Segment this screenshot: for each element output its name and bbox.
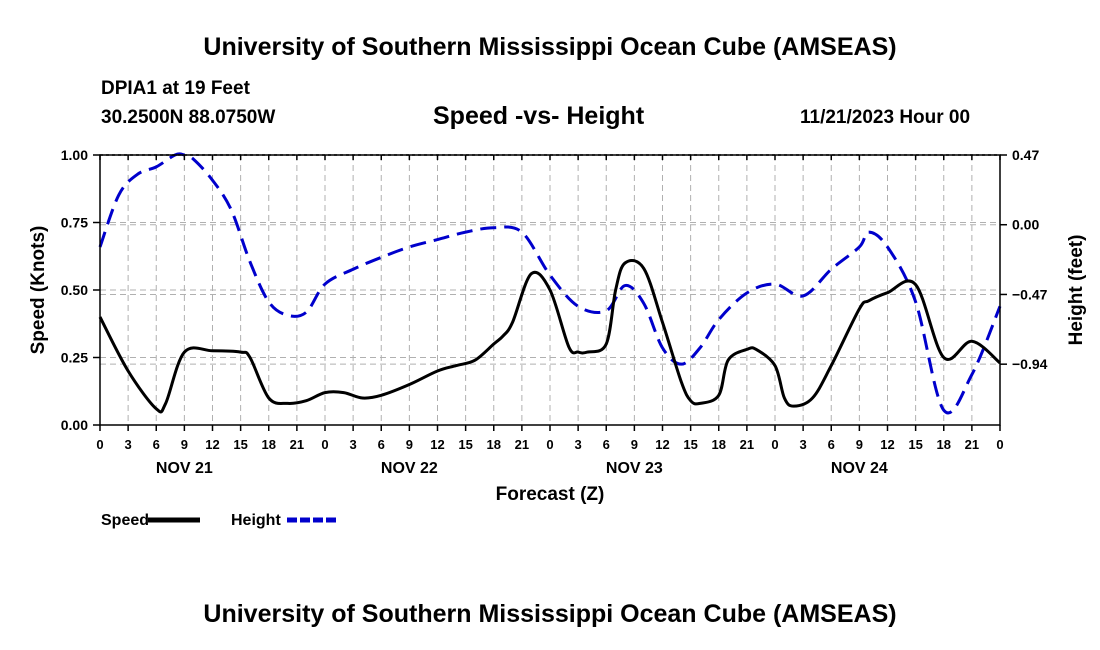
x-day-label: NOV 22 [381, 460, 438, 477]
y2-tick-label: −0.94 [1012, 356, 1048, 372]
x-tick-label: 15 [458, 437, 472, 452]
x-tick-label: 9 [181, 437, 188, 452]
x-tick-label: 18 [262, 437, 276, 452]
x-tick-label: 0 [771, 437, 778, 452]
coordinates-label: 30.2500N 88.0750W [101, 107, 276, 128]
x-tick-label: 21 [290, 437, 304, 452]
station-label: DPIA1 at 19 Feet [101, 78, 250, 99]
y2-tick-label: 0.00 [1012, 217, 1039, 233]
y-tick-label: 1.00 [61, 147, 88, 163]
x-tick-label: 6 [378, 437, 385, 452]
series-line-speed [98, 259, 1001, 414]
series-line-height [98, 152, 1002, 415]
x-tick-label: 12 [205, 437, 219, 452]
x-tick-label: 9 [856, 437, 863, 452]
x-tick-label: 21 [965, 437, 979, 452]
x-day-label: NOV 24 [831, 460, 888, 477]
x-tick-label: 15 [233, 437, 247, 452]
x-tick-label: 0 [321, 437, 328, 452]
x-axis-label: Forecast (Z) [496, 484, 605, 505]
x-tick-label: 18 [937, 437, 951, 452]
grid-lines [100, 154, 1000, 425]
x-tick-label: 15 [683, 437, 697, 452]
x-tick-label: 9 [631, 437, 638, 452]
x-tick-label: 0 [96, 437, 103, 452]
x-tick-label: 3 [125, 437, 132, 452]
x-tick-label: 0 [996, 437, 1003, 452]
x-tick-label: 3 [800, 437, 807, 452]
x-day-label: NOV 23 [606, 460, 663, 477]
y-axis-label: Speed (Knots) [28, 226, 49, 355]
series-lines [98, 152, 1002, 415]
x-tick-label: 12 [880, 437, 894, 452]
x-tick-label: 12 [655, 437, 669, 452]
x-tick-label: 18 [487, 437, 501, 452]
legend: Speed Height [101, 512, 339, 529]
y-tick-label: 0.25 [61, 350, 88, 366]
main-title: University of Southern Mississippi Ocean… [203, 33, 897, 61]
x-tick-label: 3 [575, 437, 582, 452]
x-day-label: NOV 21 [156, 460, 213, 477]
x-tick-label: 6 [603, 437, 610, 452]
y-axis-left: 0.00 0.25 0.50 0.75 1.00 [61, 147, 100, 433]
x-tick-label: 0 [546, 437, 553, 452]
y-tick-label: 0.75 [61, 215, 88, 231]
x-axis: 0 3 6 9 12 15 18 21 0 3 6 9 12 15 18 21 0 3 6 9 12 15 18 21 0 3 6 9… [96, 155, 1004, 477]
forecast-datetime: 11/21/2023 Hour 00 [800, 107, 971, 128]
y2-axis-label: Height (feet) [1066, 235, 1087, 346]
y-tick-label: 0.00 [61, 417, 88, 433]
x-tick-label: 6 [153, 437, 160, 452]
x-tick-label: 21 [740, 437, 754, 452]
x-tick-label: 3 [350, 437, 357, 452]
x-tick-label: 15 [908, 437, 922, 452]
x-tick-label: 6 [828, 437, 835, 452]
legend-label-speed: Speed [101, 512, 149, 529]
y-axis-right: 0.47 0.00 −0.47 −0.94 [1000, 147, 1048, 372]
x-tick-label: 18 [712, 437, 726, 452]
footer-title: University of Southern Mississippi Ocean… [203, 600, 897, 628]
chart-title: Speed -vs- Height [433, 102, 645, 130]
x-tick-label: 12 [430, 437, 444, 452]
x-tick-label: 21 [515, 437, 529, 452]
x-tick-label: 9 [406, 437, 413, 452]
y2-tick-label: −0.47 [1012, 286, 1048, 302]
legend-label-height: Height [231, 512, 281, 529]
y2-tick-label: 0.47 [1012, 147, 1039, 163]
y-tick-label: 0.50 [61, 282, 88, 298]
